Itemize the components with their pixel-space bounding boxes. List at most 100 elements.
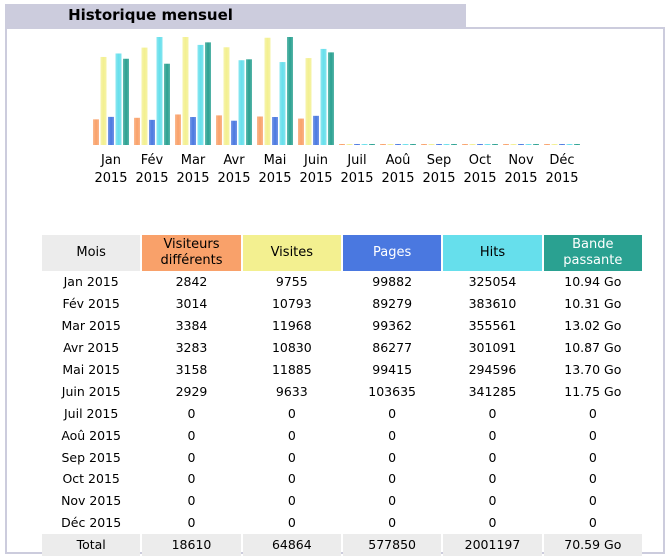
bar-visitors [216,115,222,145]
monthly-bar-chart: Jan 2015 Fév 2015 Mar 2015 Avr 2015 Mai 2015 Juin 2… [93,37,580,186]
bar-pages [395,144,401,145]
total-hits: 2001197 [443,533,542,556]
bar-visits [100,56,107,145]
bar-bandwidth [123,58,129,146]
header-month: Mois [42,235,141,271]
cell-bandwidth: 0 [588,493,597,509]
x-tick-year: 2015 [217,171,250,186]
bar-visitors [544,144,550,145]
cell-visits: 9755 [275,274,308,290]
cell-month: Oct 2015 [62,471,120,487]
header-pages: Pages [342,235,442,271]
cell-hits: 0 [488,493,497,509]
bar-visitors [421,144,427,145]
cell-month: Aoû 2015 [61,427,121,443]
bar-hits [156,37,163,145]
bar-hits [525,144,532,145]
x-tick-year: 2015 [504,171,537,186]
bar-bandwidth [533,144,539,145]
cell-visitors: 0 [187,427,196,443]
cell-pages: 99415 [372,362,413,377]
header-visits: Visites [242,235,341,271]
cell-bandwidth: 10.31 Go [564,296,622,312]
bar-visitors [462,144,468,145]
bar-pages [313,115,319,145]
cell-month: Avr 2015 [63,340,120,356]
bar-hits [197,44,204,145]
table-row: Nov 2015 0 0 0 0 0 [42,490,642,512]
cell-hits: 0 [488,427,497,443]
bar-bandwidth [574,144,580,145]
table-row: Juin 2015 2929 9633 103635 341285 11.75 … [42,380,642,402]
cell-hits: 383610 [468,296,517,312]
x-tick-year: 2015 [545,171,578,186]
cell-visitors: 2929 [175,383,208,399]
cell-visitors: 0 [187,471,196,487]
cell-pages: 0 [388,449,397,465]
cell-month: Nov 2015 [61,493,122,509]
cell-month: Déc 2015 [61,515,122,531]
x-tick-year: 2015 [94,171,127,186]
cell-pages: 99882 [372,274,413,290]
bar-pages [190,117,196,145]
cell-hits: 325054 [468,274,517,290]
cell-visits: 9633 [275,383,308,399]
bar-bandwidth [246,59,252,145]
x-tick-year: 2015 [258,171,291,186]
x-tick-year: 2015 [176,171,209,186]
cell-visitors: 0 [187,449,196,465]
cell-month: Jan 2015 [63,274,119,290]
x-tick-month: Juil [346,153,366,168]
cell-pages: 89279 [372,296,413,312]
cell-pages: 103635 [368,383,416,399]
x-tick-month: Fév [141,153,164,168]
bar-visits [141,47,148,146]
bar-hits [238,60,245,145]
x-tick-month: Jan [100,153,121,168]
table-row: Déc 2015 0 0 0 0 0 [42,512,642,534]
bar-bandwidth [410,144,416,145]
total-visitors: 18610 [142,533,241,556]
bar-visits [182,37,189,145]
bar-bandwidth [164,63,170,145]
cell-pages: 0 [388,427,397,443]
bar-visits [428,144,435,145]
cell-month: Fév 2015 [62,296,120,312]
bar-visitors [298,118,304,145]
table-row: Mai 2015 3158 11885 99415 294596 13.70 G… [42,359,642,381]
bar-visitors [134,117,140,145]
cell-bandwidth: 13.02 Go [564,318,622,334]
cell-bandwidth: 0 [588,515,597,531]
bar-visitors [257,116,263,145]
cell-visitors: 0 [187,405,196,421]
bar-visitors [175,114,181,145]
x-tick-year: 2015 [299,171,332,186]
cell-bandwidth: 0 [588,405,597,421]
bar-visits [305,58,312,145]
cell-visitors: 3158 [175,362,208,377]
cell-month: Juin 2015 [61,383,121,399]
total-visits: 64864 [242,533,341,556]
x-tick-month: Mai [264,153,287,168]
table-header-row: Mois Visiteurs différents Visites Pages … [42,235,642,271]
cell-visits: 0 [287,471,296,487]
bar-pages [559,144,565,145]
cell-visitors: 3384 [175,318,208,334]
bar-pages [518,144,524,145]
cell-visits: 0 [287,515,296,531]
cell-bandwidth: 0 [588,471,597,487]
x-tick-month: Nov [508,153,534,168]
table-row: Aoû 2015 0 0 0 0 0 [42,424,642,446]
cell-visits: 10793 [271,296,312,312]
x-tick-year: 2015 [422,171,455,186]
table-row: Juil 2015 0 0 0 0 0 [42,402,642,424]
x-tick-month: Mar [181,153,206,168]
cell-hits: 301091 [468,340,517,356]
bar-hits [402,144,409,145]
x-tick-year: 2015 [381,171,414,186]
bar-visits [387,144,394,145]
cell-visits: 10830 [271,340,312,356]
bar-hits [443,144,450,145]
cell-hits: 355561 [468,318,517,334]
x-tick-month: Sep [427,153,452,168]
